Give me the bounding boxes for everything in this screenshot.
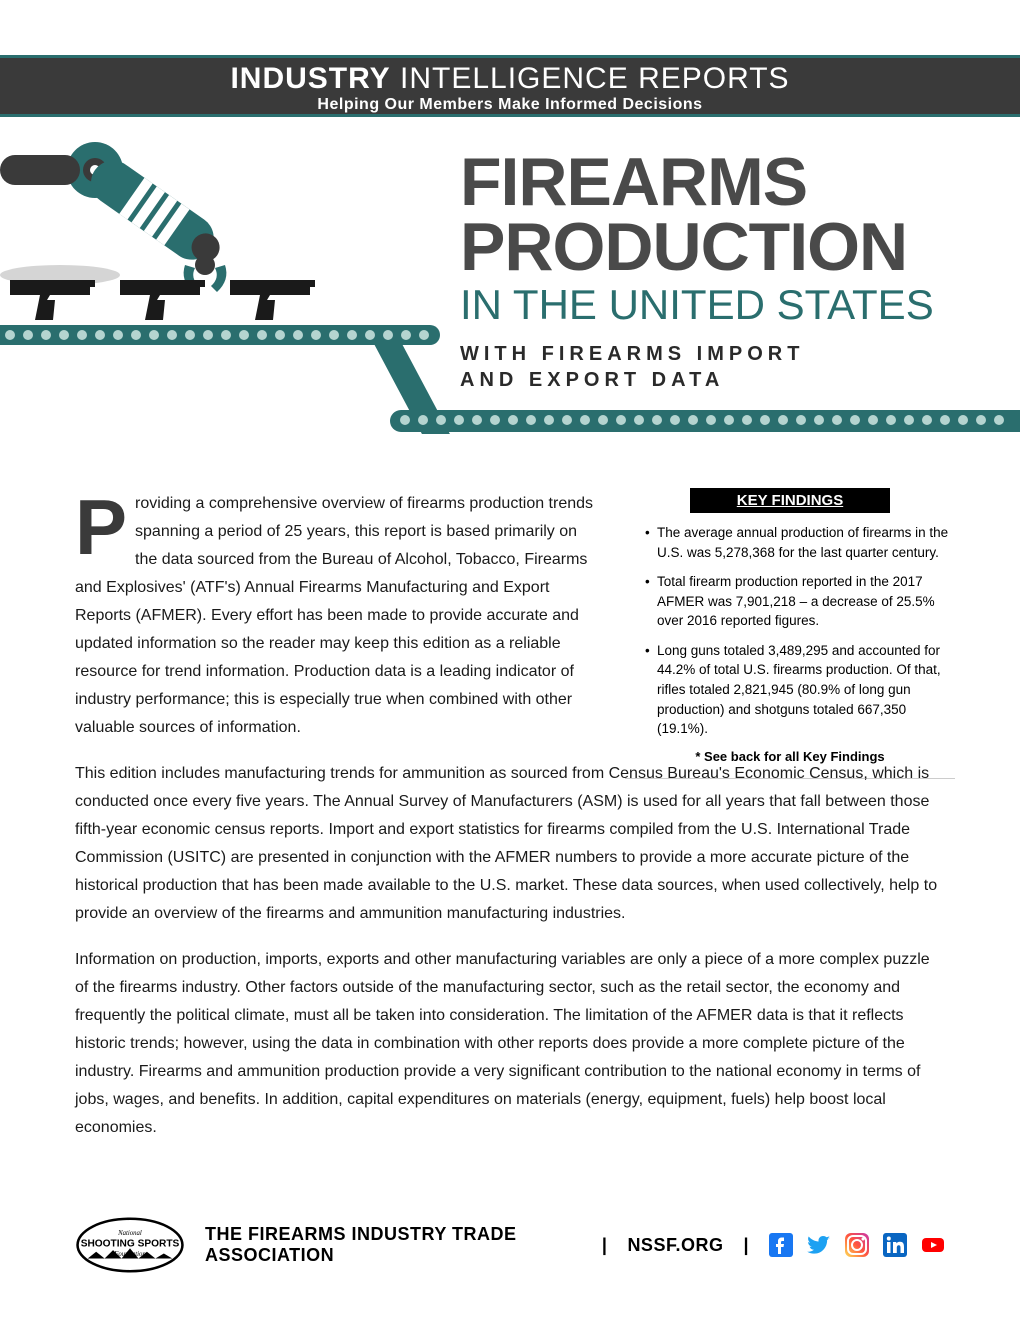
pistol-icon <box>225 275 320 325</box>
facebook-icon[interactable] <box>769 1233 793 1257</box>
main-title: FIREARMS PRODUCTION <box>460 150 960 279</box>
body-text: Providing a comprehensive overview of fi… <box>75 490 945 1160</box>
social-icons <box>769 1233 945 1257</box>
footer-sep: | <box>602 1235 608 1256</box>
sub2-line-1: WITH FIREARMS IMPORT <box>460 343 804 365</box>
conveyor-bottom <box>390 410 1020 432</box>
main-title-block: FIREARMS PRODUCTION IN THE UNITED STATES… <box>460 150 960 393</box>
p1-text: roviding a comprehensive overview of fir… <box>75 495 593 736</box>
instagram-icon[interactable] <box>845 1233 869 1257</box>
footer-sep: | <box>743 1235 749 1256</box>
twitter-icon[interactable] <box>807 1233 831 1257</box>
header-title-bold: INDUSTRY <box>230 62 390 95</box>
paragraph-3: Information on production, imports, expo… <box>75 946 945 1142</box>
conveyor-top <box>0 325 440 345</box>
title-line-2: PRODUCTION <box>460 209 907 285</box>
header-title-light: INTELLIGENCE REPORTS <box>391 62 790 95</box>
main-subtitle: IN THE UNITED STATES <box>460 281 960 329</box>
pistol-row <box>5 275 320 325</box>
header-title: INDUSTRY INTELLIGENCE REPORTS <box>0 62 1020 96</box>
paragraph-1: Providing a comprehensive overview of fi… <box>75 490 600 742</box>
paragraph-2: This edition includes manufacturing tren… <box>75 760 945 928</box>
hero-graphic <box>0 100 440 380</box>
svg-text:SHOOTING SPORTS: SHOOTING SPORTS <box>81 1239 180 1250</box>
footer: National SHOOTING SPORTS Foundation THE … <box>75 1210 945 1280</box>
youtube-icon[interactable] <box>921 1233 945 1257</box>
dropcap: P <box>75 494 127 560</box>
footer-org: THE FIREARMS INDUSTRY TRADE ASSOCIATION <box>205 1224 582 1266</box>
footer-url[interactable]: NSSF.ORG <box>627 1235 723 1256</box>
main-sub2: WITH FIREARMS IMPORT AND EXPORT DATA <box>460 341 960 393</box>
svg-text:National: National <box>117 1230 142 1237</box>
nssf-logo: National SHOOTING SPORTS Foundation <box>75 1211 185 1279</box>
linkedin-icon[interactable] <box>883 1233 907 1257</box>
pistol-icon <box>5 275 100 325</box>
sub2-line-2: AND EXPORT DATA <box>460 369 724 391</box>
pistol-icon <box>115 275 210 325</box>
